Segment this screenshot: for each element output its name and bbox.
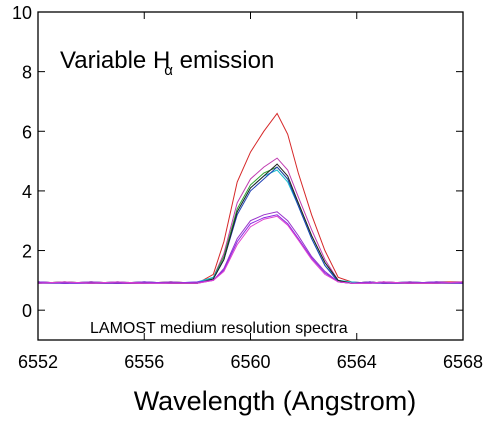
x-tick-label: 6552 [18, 352, 58, 372]
y-tick-label: 10 [12, 3, 32, 23]
plot-area [37, 112, 464, 284]
spectrum-line-9 [37, 215, 464, 284]
axis-ticks: 6552 6556 6560 6564 6568 0 2 4 6 8 10 [12, 3, 483, 372]
x-tick-label: 6564 [337, 352, 377, 372]
spectrum-line-7 [38, 211, 463, 284]
y-tick-label: 4 [22, 182, 32, 202]
spectrum-line-8 [37, 214, 464, 284]
spectrum-line-3 [37, 166, 463, 284]
annotation-bottom: LAMOST medium resolution spectra [90, 320, 348, 337]
x-tick-label: 6560 [230, 352, 270, 372]
x-axis-label: Wavelength (Angstrom) [134, 386, 417, 416]
annotation-title-rest: emission [173, 47, 274, 74]
x-tick-label: 6568 [443, 352, 483, 372]
annotation-title-subscript: α [164, 62, 173, 79]
y-tick-label: 0 [22, 301, 32, 321]
annotation-title-main: Variable H [60, 47, 170, 74]
y-tick-label: 2 [22, 242, 32, 262]
spectrum-line-1 [37, 112, 463, 284]
y-tick-label: 6 [22, 122, 32, 142]
x-tick-label: 6556 [124, 352, 164, 372]
annotation-title: Variable Hα emission [60, 47, 274, 79]
y-tick-label: 8 [22, 63, 32, 83]
